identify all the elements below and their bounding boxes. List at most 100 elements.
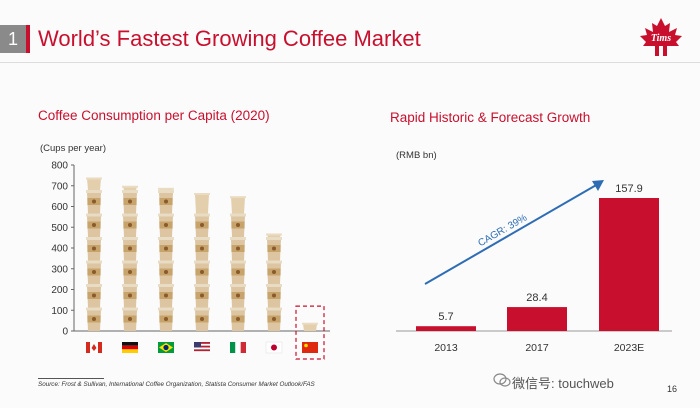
cup-lid bbox=[230, 213, 246, 217]
cup-partial-lid bbox=[122, 185, 138, 188]
cup-lid bbox=[86, 190, 102, 193]
cup-logo bbox=[164, 270, 168, 274]
bar-2023E bbox=[599, 198, 659, 331]
cup-lid bbox=[194, 307, 210, 311]
wechat-icon bbox=[493, 373, 511, 387]
cup-lid bbox=[194, 237, 210, 240]
left-chart-unit: (Cups per year) bbox=[40, 143, 106, 154]
cup-lid bbox=[158, 190, 174, 193]
cup-logo bbox=[164, 223, 168, 227]
cup-logo bbox=[200, 223, 204, 227]
y-tick-label: 0 bbox=[62, 327, 68, 338]
germany-flag-icon bbox=[122, 342, 138, 353]
cup-lid bbox=[266, 260, 282, 264]
cup-logo bbox=[92, 270, 96, 274]
cup-partial bbox=[87, 178, 101, 190]
cup-partial bbox=[303, 323, 317, 331]
cup-logo bbox=[92, 223, 96, 227]
maple-leaf bbox=[91, 344, 97, 351]
bar-United States bbox=[194, 193, 210, 331]
flag-stripe bbox=[230, 342, 236, 353]
cup-partial-lid bbox=[86, 177, 102, 180]
cup-logo bbox=[128, 270, 132, 274]
cup-logo bbox=[92, 246, 96, 251]
flag-globe bbox=[163, 344, 169, 351]
cup-lid bbox=[122, 260, 138, 264]
cup-logo bbox=[272, 270, 276, 274]
cup-lid bbox=[86, 284, 102, 287]
cup-logo bbox=[164, 246, 168, 251]
flag-stripe bbox=[122, 349, 138, 353]
cup-logo bbox=[200, 246, 204, 251]
y-tick-label: 500 bbox=[51, 223, 68, 234]
value-label: 157.9 bbox=[615, 183, 643, 195]
cagr-label: CAGR: 39% bbox=[476, 212, 529, 249]
bar-Italy bbox=[230, 196, 246, 331]
cup-lid bbox=[122, 190, 138, 193]
cup-lid bbox=[122, 213, 138, 217]
cup-logo bbox=[236, 246, 240, 251]
cup-lid bbox=[86, 213, 102, 217]
watermark: 微信号: touchweb bbox=[512, 376, 614, 391]
right-chart-unit: (RMB bn) bbox=[396, 150, 437, 161]
flag-field bbox=[302, 342, 318, 353]
flag-canton bbox=[194, 342, 201, 348]
cup-logo bbox=[128, 246, 132, 251]
cup-logo bbox=[164, 317, 168, 321]
cup-logo bbox=[164, 199, 168, 204]
cup-lid bbox=[194, 213, 210, 217]
cup-partial-lid bbox=[158, 187, 174, 190]
flag-band bbox=[86, 342, 90, 353]
cup-logo bbox=[236, 223, 240, 227]
cup-logo bbox=[128, 293, 132, 298]
cup-partial-lid bbox=[230, 196, 246, 199]
cup-lid bbox=[230, 307, 246, 311]
cup-lid bbox=[122, 237, 138, 240]
cup-lid bbox=[122, 307, 138, 311]
italy-flag-icon bbox=[230, 342, 246, 353]
bar-Germany bbox=[122, 185, 138, 331]
cup-lid bbox=[158, 260, 174, 264]
cup-lid bbox=[266, 307, 282, 311]
cup-partial-lid bbox=[266, 233, 282, 236]
bar-China bbox=[302, 322, 318, 331]
cup-logo bbox=[200, 270, 204, 274]
cup-partial bbox=[231, 197, 245, 214]
bar-2013 bbox=[416, 326, 476, 331]
cup-lid bbox=[158, 284, 174, 287]
cup-lid bbox=[230, 237, 246, 240]
cup-logo bbox=[200, 317, 204, 321]
cup-logo bbox=[236, 270, 240, 274]
cup-logo bbox=[128, 223, 132, 227]
bar-Canada bbox=[86, 177, 102, 331]
cup-logo bbox=[272, 246, 276, 251]
bar-Brazil bbox=[158, 187, 174, 331]
source-note: Source: Frost & Sullivan, International … bbox=[38, 381, 315, 388]
cup-lid bbox=[86, 260, 102, 264]
flag-stripe bbox=[240, 342, 246, 353]
cup-partial bbox=[195, 194, 209, 214]
flag-stripe bbox=[194, 349, 210, 352]
cup-lid bbox=[194, 260, 210, 264]
title-accent-bar bbox=[26, 25, 30, 53]
cup-lid bbox=[266, 284, 282, 287]
slide-title: World’s Fastest Growing Coffee Market bbox=[38, 26, 421, 51]
cup-lid bbox=[86, 237, 102, 240]
slide-number: 1 bbox=[0, 25, 26, 53]
cup-lid bbox=[230, 284, 246, 287]
value-label: 28.4 bbox=[526, 292, 547, 304]
highlight-box bbox=[295, 305, 325, 360]
tims-maple-leaf-logo: Tims bbox=[640, 18, 682, 56]
flag-sun bbox=[271, 344, 277, 351]
cagr-arrow bbox=[424, 183, 599, 285]
flag-band bbox=[98, 342, 102, 353]
cup-logo bbox=[128, 199, 132, 204]
cup-logo bbox=[236, 293, 240, 298]
canada-flag-icon bbox=[86, 342, 102, 353]
y-tick-label: 400 bbox=[51, 244, 68, 255]
japan-flag-icon bbox=[265, 341, 283, 354]
y-tick-label: 100 bbox=[51, 306, 68, 317]
